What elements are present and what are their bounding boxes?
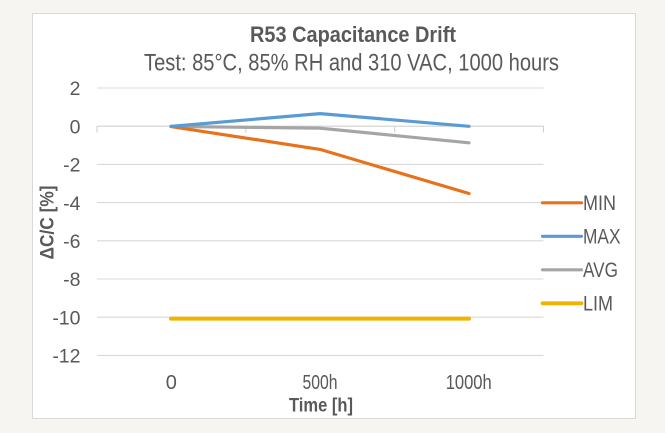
svg-text:-2: -2: [63, 155, 80, 177]
svg-text:500h: 500h: [303, 372, 338, 394]
svg-text:-4: -4: [63, 193, 80, 215]
svg-text:LIM: LIM: [583, 293, 613, 316]
svg-text:Time [h]: Time [h]: [289, 396, 353, 417]
svg-text:-12: -12: [52, 346, 80, 368]
svg-text:AVG: AVG: [583, 259, 618, 282]
svg-text:-8: -8: [63, 269, 80, 291]
svg-text:2: 2: [70, 78, 81, 100]
svg-text:R53 Capacitance Drift: R53 Capacitance Drift: [250, 22, 456, 47]
svg-text:-10: -10: [52, 307, 80, 329]
svg-text:MIN: MIN: [583, 192, 616, 215]
svg-text:1000h: 1000h: [446, 372, 492, 394]
svg-text:Test: 85°C, 85% RH and 310 VA: Test: 85°C, 85% RH and 310 VAC, 1000 hou…: [144, 50, 559, 77]
svg-text:0: 0: [166, 372, 177, 394]
svg-text:MAX: MAX: [583, 226, 621, 249]
svg-text:-6: -6: [63, 231, 80, 253]
svg-text:ΔC/C [%]: ΔC/C [%]: [37, 186, 59, 260]
svg-text:0: 0: [70, 116, 81, 138]
